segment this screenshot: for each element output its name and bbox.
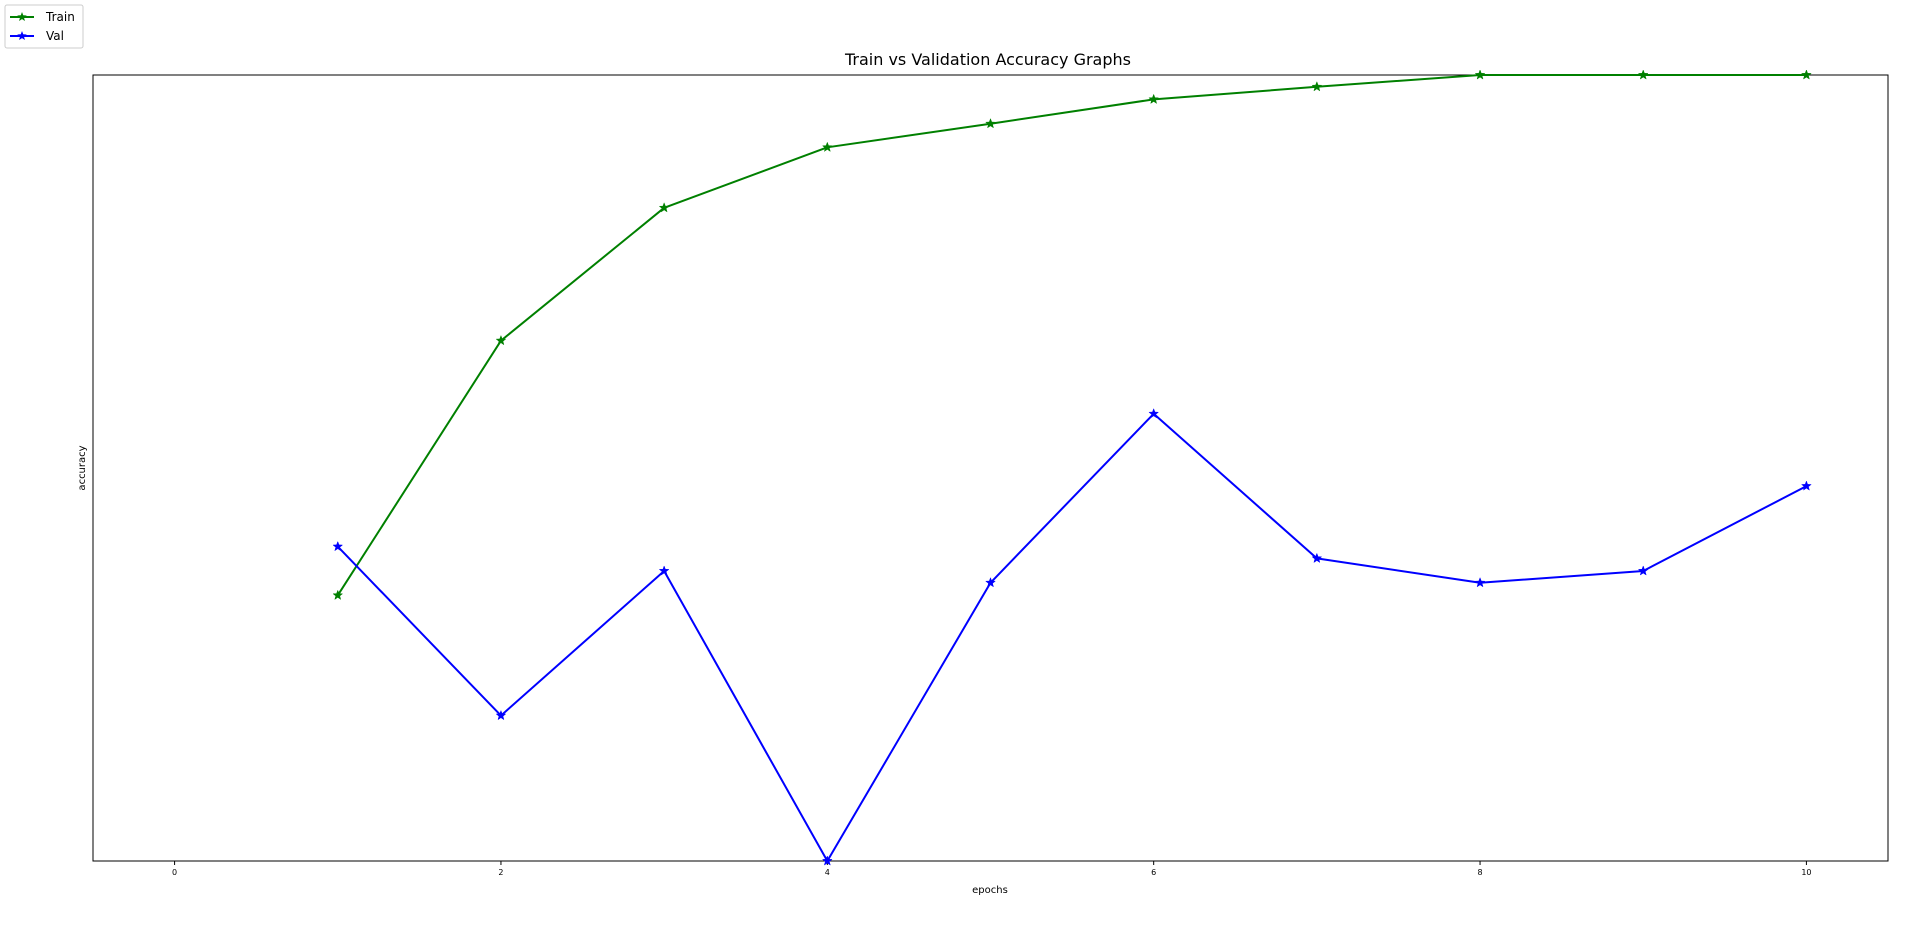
- data-point-train: [821, 141, 833, 152]
- x-axis-label: epochs: [972, 885, 1008, 896]
- data-point-train: [1311, 81, 1323, 92]
- data-point-val: [1800, 480, 1812, 491]
- data-point-train: [658, 202, 670, 213]
- x-tick-label: 2: [498, 868, 503, 877]
- data-point-train: [1474, 69, 1486, 80]
- plot-area: [92, 74, 1889, 862]
- data-point-train: [985, 118, 996, 129]
- data-point-train: [1800, 69, 1812, 80]
- legend-marker-val: [17, 31, 27, 41]
- series-line-val: [337, 412, 1807, 862]
- legend-label-train: Train: [45, 10, 75, 24]
- x-tick-label: 4: [825, 868, 830, 877]
- data-point-train: [1148, 93, 1160, 104]
- series-layer: [332, 69, 1812, 866]
- legend: Train Val: [4, 4, 84, 49]
- x-tick-label: 0: [172, 868, 177, 877]
- data-point-train: [1637, 69, 1649, 80]
- legend-marker-train: [17, 12, 27, 22]
- data-point-val: [821, 855, 833, 866]
- data-point-val: [1474, 577, 1486, 588]
- data-point-val: [332, 540, 344, 552]
- x-tick-label: 6: [1151, 868, 1156, 877]
- data-point-val: [658, 565, 670, 576]
- data-point-val: [1311, 552, 1323, 564]
- series-train: [332, 69, 1812, 600]
- x-tick-label: 10: [1801, 868, 1811, 877]
- data-point-val: [1148, 408, 1160, 419]
- legend-label-val: Val: [46, 29, 64, 43]
- data-point-train: [495, 334, 507, 346]
- chart-title: Train vs Validation Accuracy Graphs: [844, 50, 1131, 69]
- x-tick-label: 8: [1477, 868, 1482, 877]
- y-axis-label: accuracy: [77, 445, 88, 490]
- series-line-train: [336, 74, 1807, 596]
- series-val: [332, 408, 1812, 866]
- data-point-val: [1637, 565, 1649, 576]
- data-point-val: [985, 577, 996, 588]
- data-point-val: [495, 709, 507, 721]
- data-point-train: [332, 589, 344, 600]
